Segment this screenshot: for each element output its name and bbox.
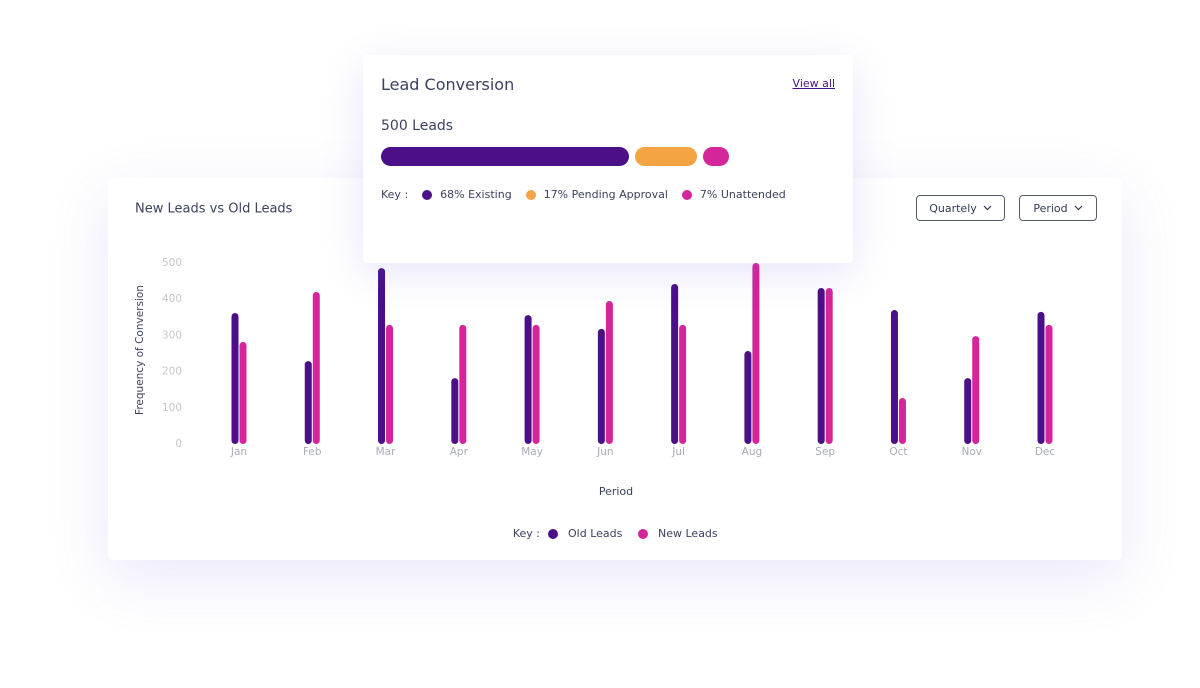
legend-dot xyxy=(638,529,648,539)
bar xyxy=(597,328,605,444)
segment xyxy=(381,147,630,166)
bar xyxy=(451,378,459,444)
legend-item: 17% Pending Approval xyxy=(525,188,668,201)
x-tick-label: Feb xyxy=(303,446,322,458)
legend-label: Old Leads xyxy=(568,527,623,540)
legend-item: 7% Unattended xyxy=(681,188,786,201)
x-tick-label: Apr xyxy=(450,446,469,458)
bar xyxy=(744,350,752,444)
x-tick-label: Aug xyxy=(742,446,763,458)
total-leads: 500 Leads xyxy=(381,118,454,134)
x-tick-label: Oct xyxy=(889,446,907,458)
segment-bar xyxy=(381,147,729,166)
chevron xyxy=(983,205,992,211)
bar xyxy=(671,283,679,444)
legend-key: Key : xyxy=(513,527,540,540)
x-tick-label: Nov xyxy=(961,446,982,458)
y-tick-label: 200 xyxy=(162,366,182,378)
chevron xyxy=(1074,205,1083,211)
x-tick-label: Jan xyxy=(230,446,247,458)
x-tick-label: May xyxy=(521,446,543,458)
x-tick-label: Jun xyxy=(596,446,613,458)
legend-label: 68% Existing xyxy=(440,188,512,201)
quarterly-dropdown[interactable]: Quartely xyxy=(916,195,1005,221)
bar xyxy=(231,312,239,444)
lead-conversion-card: Lead Conversion View all 500 Leads Key :… xyxy=(363,55,853,263)
dropdown-label: Period xyxy=(1033,201,1068,215)
bar xyxy=(605,301,613,444)
period-dropdown[interactable]: Period xyxy=(1019,195,1097,221)
bar xyxy=(825,287,833,444)
card-title: Lead Conversion xyxy=(381,75,515,94)
y-tick-label: 500 xyxy=(162,257,182,269)
bar xyxy=(964,378,972,444)
y-tick-label: 400 xyxy=(162,293,182,305)
segment xyxy=(635,147,698,166)
legend-dot xyxy=(548,529,558,539)
y-tick-label: 0 xyxy=(175,438,182,450)
legend-key: Key : xyxy=(381,188,409,201)
y-axis-title: Frequency of Conversion xyxy=(134,285,146,415)
bar xyxy=(679,324,687,444)
legend-label: 7% Unattended xyxy=(699,188,786,201)
x-axis-title: Period xyxy=(599,485,633,498)
segment xyxy=(703,147,729,166)
bar xyxy=(378,268,386,444)
bar xyxy=(312,291,320,444)
bar xyxy=(898,398,906,444)
x-tick-label: Sep xyxy=(815,446,835,458)
bar xyxy=(304,361,312,444)
y-tick-label: 100 xyxy=(162,402,182,414)
x-tick-label: Dec xyxy=(1035,446,1056,458)
chart-title: New Leads vs Old Leads xyxy=(135,202,293,217)
bar xyxy=(1045,324,1053,444)
legend-item: 68% Existing xyxy=(422,188,512,201)
bar xyxy=(459,324,467,444)
x-tick-label: Jul xyxy=(671,446,685,458)
bar xyxy=(752,263,760,444)
legend-label: New Leads xyxy=(658,527,718,540)
bar xyxy=(532,324,540,444)
bar xyxy=(239,341,247,444)
legend-dot xyxy=(681,189,692,200)
legend-dot xyxy=(422,189,433,200)
legend-dot xyxy=(525,189,536,200)
x-tick-label: Mar xyxy=(376,446,396,458)
bar xyxy=(890,310,898,444)
bar xyxy=(972,336,980,444)
bar xyxy=(817,287,825,444)
dropdown-label: Quartely xyxy=(929,201,977,215)
bar xyxy=(524,315,532,444)
view-all-link[interactable]: View all xyxy=(792,77,835,90)
bar xyxy=(386,324,394,444)
segment-legend: Key : 68% Existing 17% Pending Approval 7%… xyxy=(381,188,786,201)
bar xyxy=(1037,311,1045,444)
y-tick-label: 300 xyxy=(162,329,182,341)
legend-label: 17% Pending Approval xyxy=(543,188,668,201)
